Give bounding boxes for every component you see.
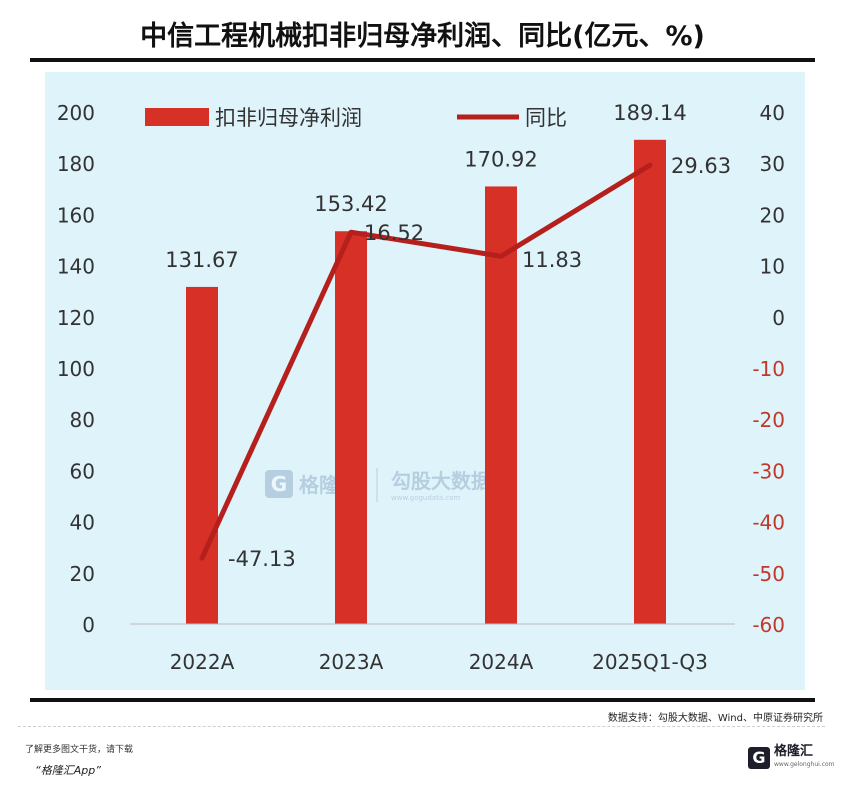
watermark-brand2-url: www.gogudata.com (391, 494, 460, 502)
logo-url: www.gelonghui.com (774, 761, 835, 768)
right-y-tick-label: -10 (752, 357, 785, 381)
chart: G 格隆汇 勾股大数据 www.gogudata.com 131.67153.4… (45, 72, 805, 690)
left-y-tick-label: 140 (57, 255, 95, 279)
left-y-tick-label: 20 (70, 562, 95, 586)
right-y-tick-label: -20 (752, 408, 785, 432)
watermark-logo-letter: G (271, 472, 287, 496)
left-y-tick-label: 200 (57, 101, 95, 125)
yoy-value-label: 16.52 (364, 221, 424, 245)
yoy-line (199, 162, 653, 561)
right-y-tick-label: 0 (772, 306, 785, 330)
plot-background (45, 72, 805, 690)
x-tick-label: 2022A (170, 650, 235, 674)
bar-value-label: 131.67 (165, 248, 238, 272)
x-tick-label: 2024A (469, 650, 534, 674)
left-y-tick-label: 100 (57, 357, 95, 381)
right-y-tick-label: -60 (752, 613, 785, 637)
legend-bar-swatch (145, 108, 209, 126)
bar-2023A (335, 231, 367, 624)
watermark-logo-icon (265, 470, 293, 498)
x-tick-label: 2023A (319, 650, 384, 674)
footer-note: 了解更多图文干货，请下载 (25, 745, 134, 755)
right-y-tick-label: 30 (760, 152, 785, 176)
bottom-rule (30, 698, 815, 702)
legend-bar-label: 扣非归母净利润 (215, 106, 362, 130)
left-y-tick-label: 180 (57, 152, 95, 176)
bar-2024A (485, 186, 517, 624)
right-y-tick-label: -30 (752, 459, 785, 483)
left-y-tick-label: 80 (70, 408, 95, 432)
yoy-value-label: 11.83 (522, 248, 582, 272)
x-tick-label: 2025Q1-Q3 (592, 650, 708, 674)
bar-2025Q1-Q3 (634, 139, 666, 624)
left-y-tick-label: 0 (82, 613, 95, 637)
footer-divider (18, 726, 825, 727)
left-y-tick-label: 160 (57, 203, 95, 227)
bar-value-label: 153.42 (314, 192, 387, 216)
yoy-value-label: 29.63 (671, 154, 731, 178)
logo-name: 格隆汇 (774, 744, 814, 759)
gelonghui-logo: G 格隆汇 www.gelonghui.com (748, 745, 835, 771)
right-y-tick-label: -50 (752, 562, 785, 586)
chart-title: 中信工程机械扣非归母净利润、同比(亿元、%) (140, 21, 705, 52)
right-y-tick-label: 40 (760, 101, 785, 125)
bar-2022A (186, 286, 218, 624)
footer-app-name: “格隆汇App” (35, 764, 101, 777)
logo-icon: G (748, 747, 770, 769)
right-y-tick-label: 10 (760, 255, 785, 279)
left-y-tick-label: 120 (57, 306, 95, 330)
source-note: 数据支持：勾股大数据、Wind、中原证券研究所 (607, 713, 823, 724)
top-rule (30, 58, 815, 62)
legend: 扣非归母净利润 同比 (145, 106, 567, 130)
right-y-tick-label: -40 (752, 511, 785, 535)
legend-line-label: 同比 (525, 106, 567, 130)
left-y-tick-label: 60 (70, 459, 95, 483)
right-y-tick-label: 20 (760, 203, 785, 227)
bar-value-label: 189.14 (613, 101, 686, 125)
yoy-value-label: -47.13 (228, 547, 296, 571)
watermark-brand2: 勾股大数据 (391, 469, 491, 493)
bar-value-label: 170.92 (464, 147, 537, 171)
left-y-tick-label: 40 (70, 511, 95, 535)
